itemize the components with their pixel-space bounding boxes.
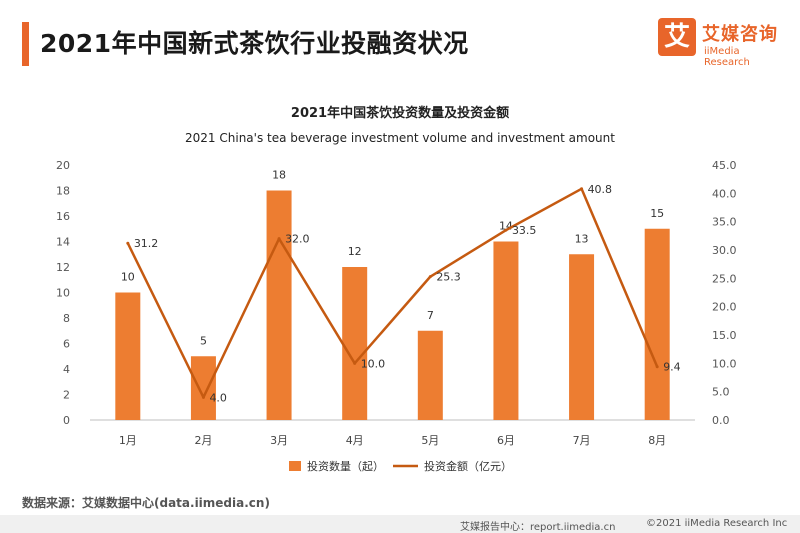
bar-label: 18 [272,169,286,182]
y-right-tick-label: 5.0 [712,386,730,399]
amount-line [126,187,659,399]
legend-line-label: 投资金额（亿元） [424,459,512,473]
bar-1 [115,292,141,420]
page-title: 2021年中国新式茶饮行业投融资状况 [40,29,469,58]
x-tick-label: 4月 [346,434,364,447]
y-left-tick-label: 20 [56,159,70,172]
line-label: 4.0 [209,391,227,404]
bar-label: 12 [348,245,362,258]
y-left-tick-label: 0 [63,414,70,427]
x-tick-label: 7月 [573,434,591,447]
amount-point [504,228,508,232]
y-right-tick-label: 0.0 [712,414,730,427]
amount-point [277,237,281,241]
bar-label: 10 [121,271,135,284]
bar-label: 15 [650,207,664,220]
y-left-tick-label: 14 [56,236,70,249]
bar-6 [493,241,519,420]
chart-subtitle: 2021 China's tea beverage investment vol… [185,131,615,145]
line-label: 31.2 [134,237,159,250]
bar-3 [266,190,292,420]
y-left-tick-label: 2 [63,389,70,402]
amount-point [428,275,432,279]
line-label: 32.0 [285,233,310,246]
bar-8 [644,228,670,420]
bar-label: 13 [575,232,589,245]
x-tick-label: 5月 [421,434,439,447]
data-source: 数据来源：艾媒数据中心(data.iimedia.cn) [22,496,270,510]
bar-2 [190,356,216,420]
y-left-tick-label: 4 [63,363,70,376]
y-right-tick-label: 10.0 [712,357,737,370]
amount-point [580,187,584,191]
line-label: 10.0 [361,357,386,370]
iimedia-logo: 艾 艾媒咨询 iiMedia Research [658,18,788,68]
x-tick-label: 6月 [497,434,515,447]
amount-point [655,365,659,369]
amount-point [201,395,205,399]
bar-label: 5 [200,334,207,347]
logo-text-en: iiMedia Research [704,46,750,68]
title-accent-bar [22,22,29,66]
y-right-tick-label: 40.0 [712,187,737,200]
line-label: 25.3 [436,271,461,284]
x-tick-label: 1月 [119,434,137,447]
amount-point [353,361,357,365]
y-left-tick-label: 18 [56,185,70,198]
report-center: 艾媒报告中心：report.iimedia.cn [460,522,616,533]
logo-text-cn: 艾媒咨询 [702,24,778,45]
y-right-tick-label: 25.0 [712,272,737,285]
footer-bar [0,515,800,533]
y-left-tick-label: 12 [56,261,70,274]
y-left-tick-label: 6 [63,338,70,351]
line-label: 40.8 [588,183,613,196]
y-left-tick-label: 8 [63,312,70,325]
bar-5 [417,330,443,420]
amount-point [126,241,130,245]
y-right-tick-label: 35.0 [712,216,737,229]
bar-4 [342,267,368,420]
y-right-tick-label: 45.0 [712,159,737,172]
line-label: 33.5 [512,224,537,237]
x-tick-label: 3月 [270,434,288,447]
bar-7 [569,254,595,420]
legend-bar-label: 投资数量（起） [307,459,384,473]
y-right-tick-label: 30.0 [712,244,737,257]
x-tick-label: 8月 [648,434,666,447]
chart-title: 2021年中国茶饮投资数量及投资金额 [291,105,509,121]
x-tick-label: 2月 [194,434,212,447]
logo-mark: 艾 [658,18,696,56]
legend-bar-swatch [289,461,301,471]
y-left-tick-label: 10 [56,287,70,300]
y-right-tick-label: 15.0 [712,329,737,342]
bar-label: 7 [427,309,434,322]
line-label: 9.4 [663,361,681,374]
y-left-tick-label: 16 [56,210,70,223]
copyright: ©2021 iiMedia Research Inc [646,518,788,529]
y-right-tick-label: 20.0 [712,301,737,314]
